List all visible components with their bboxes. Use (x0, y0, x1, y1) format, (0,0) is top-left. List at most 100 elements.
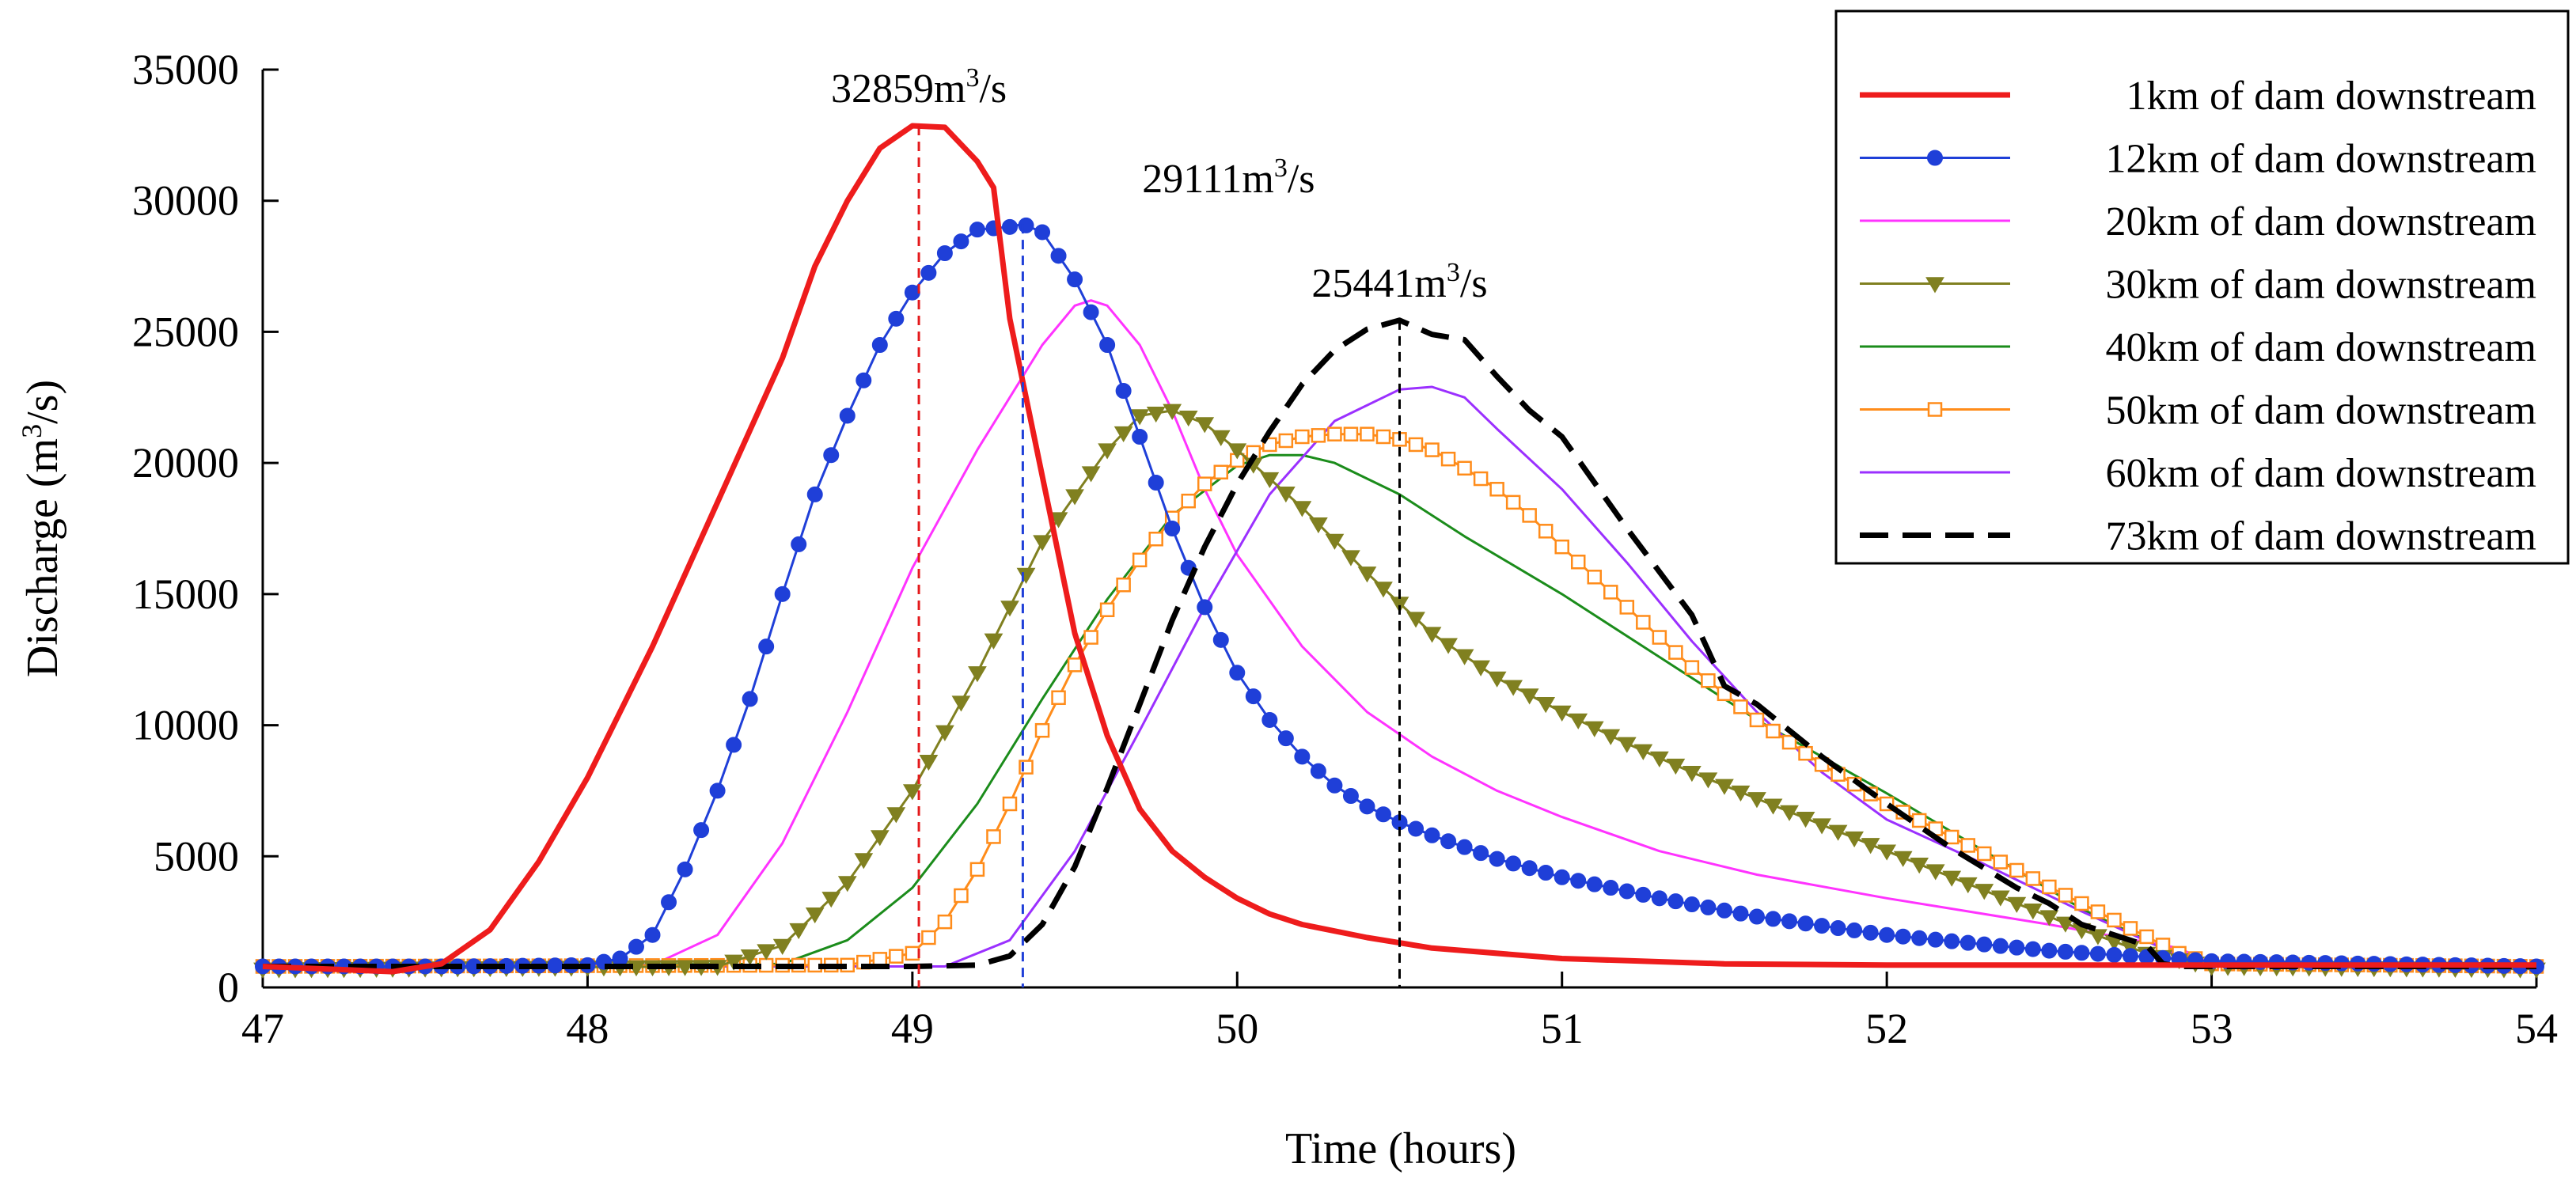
data-point (1455, 649, 1474, 665)
data-point (2041, 942, 2058, 959)
x-tick-label: 49 (891, 1005, 934, 1052)
data-point (1099, 337, 1116, 353)
data-point (1197, 476, 1212, 491)
peak-label-tail: /s (979, 66, 1007, 112)
data-point (937, 914, 953, 930)
data-point (904, 284, 920, 301)
data-point (1732, 905, 1749, 922)
peak-label-sup: 3 (1447, 258, 1460, 287)
legend-item: 30km of dam downstream (1860, 263, 2536, 308)
data-point (954, 888, 969, 904)
peak-label-sup: 3 (1274, 153, 1288, 183)
data-point (1683, 896, 1700, 913)
data-point (2139, 929, 2154, 945)
data-point (1522, 508, 1537, 523)
data-point (1927, 150, 1943, 166)
data-point (1099, 602, 1115, 617)
data-point (953, 233, 969, 250)
data-point (806, 486, 823, 502)
legend-label: 60km of dam downstream (2106, 451, 2536, 496)
data-point (2023, 904, 2043, 920)
data-point (1536, 697, 1556, 714)
y-tick-label: 15000 (132, 570, 239, 618)
data-point (1601, 729, 1621, 745)
data-point (2106, 946, 2123, 963)
data-point (1749, 712, 1765, 728)
data-point (2155, 938, 2171, 953)
data-point (1374, 582, 1393, 598)
data-point (1245, 688, 1261, 705)
data-point (2073, 945, 2090, 961)
data-point (1116, 578, 1131, 593)
data-point (1927, 931, 1944, 948)
data-point (1212, 631, 1229, 648)
data-point (921, 930, 936, 945)
data-point (1360, 426, 1375, 441)
data-point (984, 633, 1003, 650)
data-point (1065, 489, 1084, 506)
data-point (726, 737, 742, 753)
data-point (1309, 517, 1328, 534)
data-point (1684, 660, 1700, 675)
series-line (263, 385, 2537, 968)
data-point (1698, 772, 1718, 789)
data-point (1747, 792, 1766, 809)
data-point (1016, 567, 1036, 584)
data-point (872, 952, 888, 967)
y-tick-label: 0 (218, 964, 239, 1011)
data-point (1828, 824, 1848, 841)
data-point (935, 725, 954, 741)
data-point (2007, 896, 2027, 913)
data-point (2123, 921, 2138, 936)
y-axis-title-main: Discharge (m (18, 438, 67, 677)
data-point (1113, 426, 1133, 443)
data-point (1895, 928, 1911, 945)
x-ticks: 47 48 49 50 51 52 53 54 (241, 972, 2558, 1052)
data-point (1586, 876, 1603, 892)
data-point (1146, 406, 1166, 423)
data-point (1554, 539, 1569, 555)
data-point (1960, 934, 1976, 951)
data-point (1554, 869, 1570, 885)
data-point (888, 310, 905, 327)
data-point (789, 923, 809, 940)
data-point (742, 691, 758, 707)
data-point (1635, 886, 1652, 903)
peak-label: 25441m3/s (1311, 258, 1487, 306)
data-point (821, 892, 841, 908)
data-point (1081, 466, 1101, 483)
data-point (1780, 805, 1799, 821)
data-point (1181, 493, 1196, 509)
data-point (1993, 854, 2009, 870)
legend-label: 30km of dam downstream (2106, 263, 2536, 308)
data-point (837, 876, 857, 892)
data-point (1034, 224, 1051, 241)
data-point (1292, 501, 1312, 517)
data-point (1584, 721, 1604, 737)
data-point (1197, 599, 1213, 616)
data-point (1944, 829, 1960, 845)
data-point (2090, 904, 2106, 919)
data-point (2025, 871, 2041, 886)
x-tick-label: 54 (2515, 1005, 2558, 1052)
data-point (1132, 552, 1148, 568)
data-point (758, 638, 775, 655)
y-ticks: 0 5000 10000 15000 20000 25000 30000 35000 (132, 46, 279, 1011)
x-tick-label: 50 (1216, 1005, 1258, 1052)
data-point (1830, 920, 1846, 937)
data-point (1570, 873, 1587, 889)
data-point (1425, 442, 1440, 457)
data-point (1294, 748, 1311, 765)
data-point (1050, 248, 1067, 264)
data-point (905, 945, 920, 961)
data-point (1424, 827, 1440, 843)
legend-item: 20km of dam downstream (1860, 199, 2536, 244)
data-point (2058, 888, 2073, 903)
data-point (1797, 915, 1814, 932)
data-point (1229, 665, 1246, 681)
data-point (805, 907, 825, 924)
data-point (1278, 433, 1294, 449)
data-point (1260, 472, 1280, 489)
series-6 (263, 385, 2537, 968)
